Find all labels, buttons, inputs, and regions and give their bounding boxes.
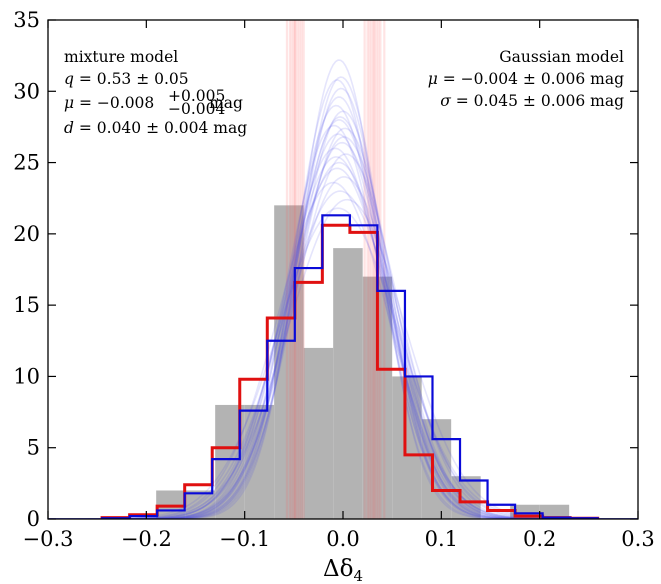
mixture-d-value: = 0.040 ± 0.004 mag xyxy=(74,119,247,137)
y-tick-label: 20 xyxy=(13,222,40,246)
mixture-mu-symbol: μ xyxy=(64,94,74,112)
gaussian-title: Gaussian model xyxy=(499,48,624,66)
y-tick-label: 0 xyxy=(27,507,40,531)
y-tick-label: 10 xyxy=(13,364,40,388)
histogram-bar xyxy=(333,248,363,519)
y-tick-label: 35 xyxy=(13,8,40,32)
mixture-annotation: mixture model q = 0.53 ± 0.05 μ = −0.008… xyxy=(64,48,247,137)
gaussian-sigma-line: σ = 0.045 ± 0.006 mag xyxy=(440,92,624,110)
x-tick-label: 0.3 xyxy=(621,527,654,551)
x-tick-label: −0.3 xyxy=(23,527,74,551)
histogram-bar xyxy=(392,376,422,519)
gaussian-mu-symbol: μ xyxy=(428,70,438,88)
gaussian-step-histogram xyxy=(100,214,599,519)
data-histogram xyxy=(156,205,570,519)
mixture-mu-unit: mag xyxy=(209,94,243,112)
mixture-q-line: q = 0.53 ± 0.05 xyxy=(64,70,189,88)
mixture-q-value: = 0.53 ± 0.05 xyxy=(74,70,189,88)
mixture-mu-value: = −0.008 xyxy=(74,94,154,112)
x-tick-label: 0.1 xyxy=(425,527,458,551)
y-tick-label: 15 xyxy=(13,293,40,317)
y-tick-label: 5 xyxy=(27,436,40,460)
mixture-d-line: d = 0.040 ± 0.004 mag xyxy=(64,119,247,137)
mixture-q-symbol: q xyxy=(64,70,74,88)
gaussian-sigma-symbol: σ xyxy=(440,92,451,110)
x-tick-label: −0.2 xyxy=(121,527,172,551)
x-tick-label: −0.1 xyxy=(219,527,270,551)
gaussian-mu-value: = −0.004 ± 0.006 mag xyxy=(438,70,624,88)
mixture-d-symbol: d xyxy=(64,119,74,137)
gaussian-sigma-value: = 0.045 ± 0.006 mag xyxy=(451,92,624,110)
x-tick-label: 0.2 xyxy=(523,527,556,551)
y-tick-label: 25 xyxy=(13,151,40,175)
x-axis-title-main: Δδ xyxy=(323,556,353,582)
histogram-bar xyxy=(451,476,481,519)
model-step-histograms xyxy=(100,214,600,519)
mixture-mu-upper-error: +0.005 xyxy=(168,87,225,105)
gaussian-mu-line: μ = −0.004 ± 0.006 mag xyxy=(428,70,624,88)
mixture-mu-line: μ = −0.008 xyxy=(64,94,154,112)
x-tick-label: 0.0 xyxy=(326,527,359,551)
x-axis-title-subscript: 4 xyxy=(353,567,363,584)
histogram-bar xyxy=(274,205,304,519)
histogram-bar xyxy=(421,419,452,519)
gaussian-annotation: Gaussian model μ = −0.004 ± 0.006 mag σ … xyxy=(428,48,624,110)
axis-ticks: −0.3 −0.2 −0.1 0.0 0.1 0.2 0.3 0 5 10 15 20 25 30 35 xyxy=(13,8,654,551)
histogram-bar xyxy=(244,404,275,519)
y-tick-label: 30 xyxy=(13,79,40,103)
mixture-title: mixture model xyxy=(64,48,178,66)
mixture-mu-lower-error: −0.004 xyxy=(168,100,225,118)
histogram-bar xyxy=(539,504,570,519)
histogram-bar xyxy=(185,490,216,519)
x-axis-title: Δδ4 xyxy=(323,556,363,584)
histogram-bar xyxy=(303,347,334,519)
